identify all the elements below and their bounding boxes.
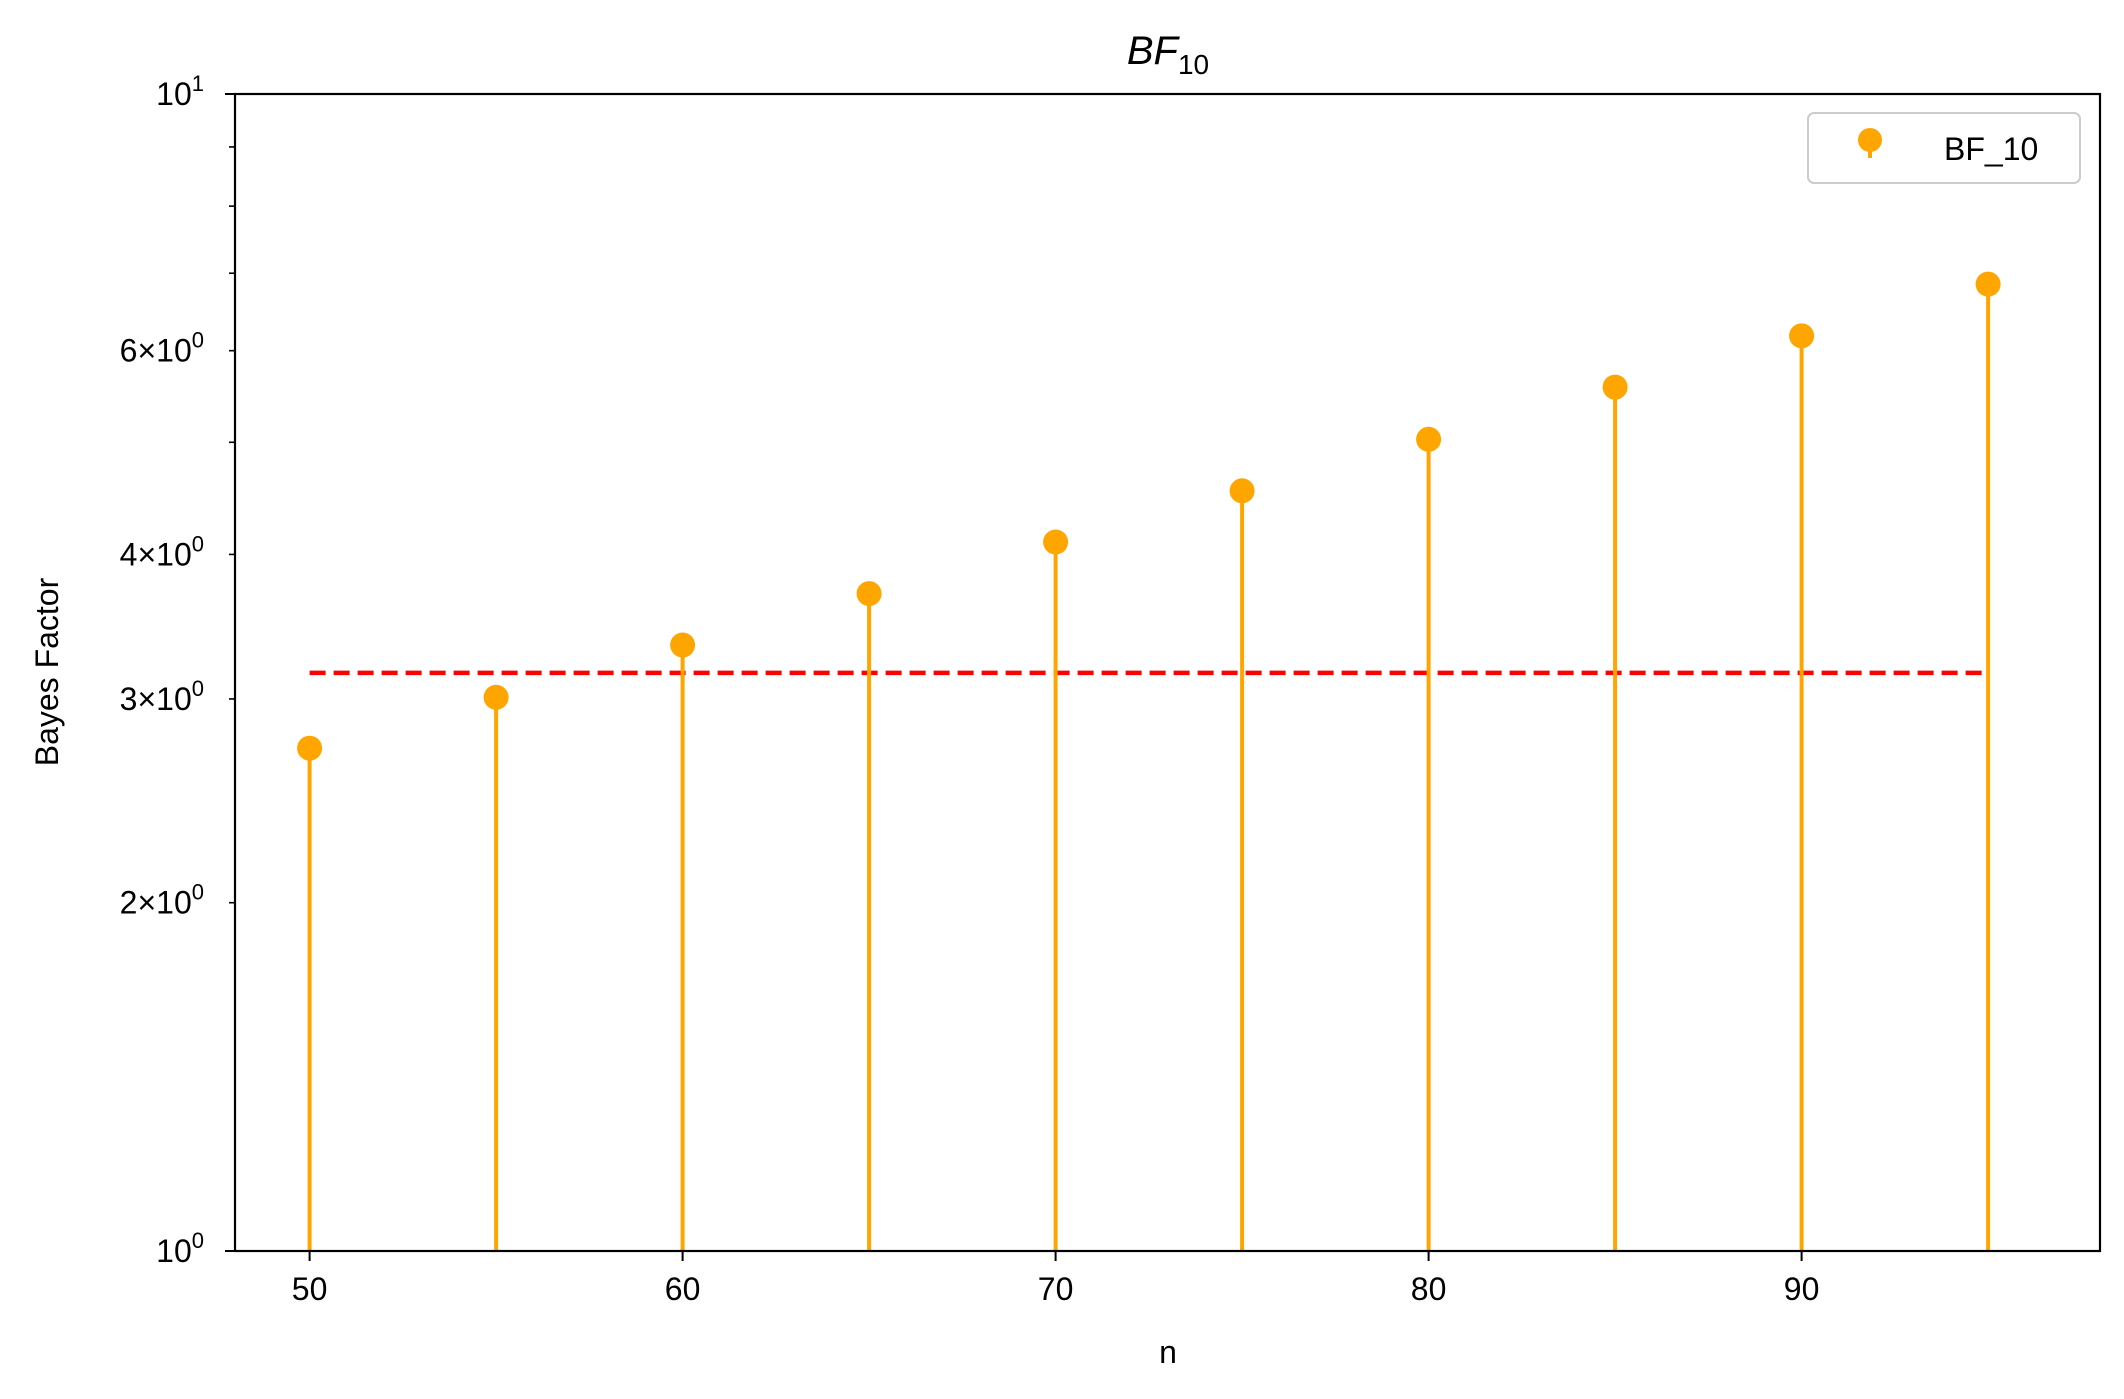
y-minor-tick-label: 6×100 — [120, 328, 204, 369]
plot-frame — [233, 92, 2102, 1253]
chart-title-subscript: 10 — [1178, 49, 1209, 80]
x-tick-label: 90 — [1784, 1271, 1820, 1307]
x-tick-label: 60 — [665, 1271, 701, 1307]
y-major-tick-label: 101 — [156, 71, 204, 112]
y-minor-tick-label: 3×100 — [120, 676, 204, 717]
stem-marker — [670, 632, 696, 658]
legend: BF_10 — [1807, 112, 2081, 184]
stem-marker — [1602, 374, 1628, 400]
stem-marker — [1416, 426, 1442, 452]
stem-marker — [1229, 478, 1255, 504]
x-axis: 50 60 70 80 90 — [292, 1251, 1820, 1307]
x-axis-label: n — [1159, 1334, 1177, 1370]
stem-marker — [1043, 529, 1069, 555]
y-axis: 100 101 2×100 3×100 4×100 6×100 — [120, 71, 235, 1269]
chart-title: BF10 — [1127, 29, 1209, 80]
stem-marker — [1975, 271, 2001, 297]
legend-entry-label: BF_10 — [1944, 131, 2038, 167]
stem-series — [297, 271, 2001, 1251]
x-tick-label: 80 — [1411, 1271, 1447, 1307]
x-tick-label: 70 — [1038, 1271, 1074, 1307]
stem-marker — [1789, 323, 1815, 349]
legend-marker-icon — [1858, 128, 1882, 152]
chart-title-main: BF — [1127, 29, 1181, 73]
stem-marker — [856, 581, 882, 607]
y-minor-tick-label: 2×100 — [120, 880, 204, 921]
y-axis-label: Bayes Factor — [29, 577, 65, 766]
y-major-tick-label: 100 — [156, 1228, 204, 1269]
y-minor-tick-label: 4×100 — [120, 531, 204, 572]
x-tick-label: 50 — [292, 1271, 328, 1307]
stem-marker — [297, 735, 323, 761]
stem-marker — [483, 684, 509, 710]
